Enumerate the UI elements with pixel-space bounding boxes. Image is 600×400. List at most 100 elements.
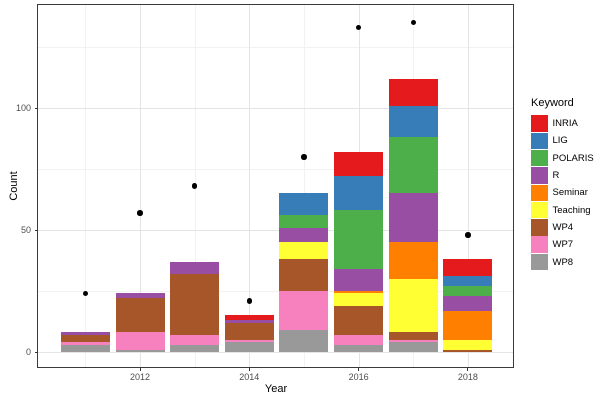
bar-segment-wp8-2013 (170, 344, 220, 352)
bar-segment-r-2017 (388, 193, 438, 243)
data-point-2011 (82, 290, 89, 297)
y-axis-title: Count (8, 171, 20, 201)
legend-item-polaris: POLARIS (531, 149, 594, 167)
bar-segment-r-2011 (60, 332, 110, 335)
major-gridline-horizontal (38, 230, 513, 231)
y-tick-mark (34, 351, 38, 353)
bar-segment-lig-2016 (334, 176, 384, 211)
bar-segment-teaching-2015 (279, 242, 329, 260)
bar-segment-wp4-2014 (224, 322, 274, 340)
bar-segment-lig-2017 (388, 105, 438, 138)
legend-item-seminar: Seminar (531, 184, 594, 202)
bar-segment-polaris-2018 (443, 286, 493, 296)
y-tick-label: 100 (15, 103, 31, 113)
bar-segment-wp8-2017 (388, 342, 438, 352)
legend-label-teaching: Teaching (552, 204, 591, 216)
legend-label-seminar: Seminar (552, 187, 588, 199)
bar-segment-wp4-2018 (443, 349, 493, 352)
legend-item-teaching: Teaching (531, 201, 594, 219)
major-gridline-horizontal (38, 352, 513, 353)
bar-segment-teaching-2017 (388, 278, 438, 333)
bar-segment-wp4-2017 (388, 332, 438, 340)
inria-color-swatch (531, 115, 548, 132)
legend-label-wp8: WP8 (552, 256, 574, 268)
legend-item-lig: LIG (531, 132, 594, 150)
data-point-2015 (301, 154, 307, 160)
legend-label-r: R (552, 170, 560, 182)
bar-segment-r-2016 (334, 269, 384, 291)
legend-item-wp4: WP4 (531, 219, 594, 236)
bar-segment-r-2018 (443, 295, 493, 311)
x-tick-label: 2018 (457, 372, 478, 382)
data-point-2014 (246, 298, 253, 304)
bar-segment-r-2013 (170, 261, 220, 274)
bar-segment-seminar-2018 (443, 310, 493, 340)
x-axis-title: Year (264, 383, 288, 395)
wp7-color-swatch (531, 236, 548, 253)
x-tick-label: 2016 (348, 372, 369, 382)
bar-segment-wp4-2011 (60, 334, 110, 343)
polaris-color-swatch (531, 149, 548, 167)
x-tick-label: 2012 (129, 372, 151, 382)
data-point-2012 (137, 210, 143, 216)
bar-segment-r-2014 (224, 320, 274, 323)
minor-gridline-horizontal (38, 291, 513, 292)
bar-segment-polaris-2017 (388, 137, 438, 194)
y-tick-mark (34, 107, 38, 109)
minor-gridline-horizontal (38, 47, 513, 48)
minor-gridline-horizontal (38, 169, 513, 170)
bar-segment-seminar-2016 (334, 291, 384, 294)
bar-segment-wp7-2016 (334, 334, 384, 345)
legend-item-wp7: WP7 (531, 236, 594, 253)
bar-segment-inria-2014 (224, 315, 274, 321)
data-point-2018 (465, 232, 471, 238)
wp4-color-swatch (531, 219, 548, 236)
bar-segment-polaris-2016 (334, 210, 384, 270)
y-tick-label: 0 (25, 347, 31, 357)
major-gridline-horizontal (38, 108, 513, 109)
x-tick-mark (358, 367, 360, 371)
bar-segment-wp7-2017 (388, 339, 438, 343)
bar-segment-inria-2016 (334, 151, 384, 177)
data-point-2016 (355, 24, 362, 31)
plot-panel (37, 4, 514, 368)
bar-segment-wp7-2011 (60, 342, 110, 345)
bar-segment-wp7-2012 (115, 332, 165, 350)
x-tick-label: 2014 (239, 372, 260, 382)
data-point-2013 (191, 183, 198, 189)
bar-segment-wp8-2016 (334, 344, 384, 352)
seminar-color-swatch (531, 184, 548, 202)
bar-segment-seminar-2017 (388, 242, 438, 279)
bar-segment-wp8-2015 (279, 330, 329, 352)
bar-segment-wp8-2011 (60, 344, 110, 352)
legend-label-lig: LIG (552, 135, 568, 147)
legend-label-inria: INRIA (552, 118, 578, 130)
major-gridline-vertical (249, 5, 251, 367)
bar-segment-inria-2018 (443, 259, 493, 277)
minor-gridline-vertical (85, 5, 87, 367)
bar-segment-wp4-2015 (279, 259, 329, 291)
bar-segment-wp8-2014 (224, 342, 274, 352)
legend: Keyword INRIA LIG POLARIS R Seminar Teaching W… (531, 97, 594, 271)
y-tick-label: 50 (20, 225, 31, 235)
y-tick-mark (34, 229, 38, 231)
bar-segment-wp7-2015 (279, 291, 329, 331)
bar-segment-teaching-2016 (334, 293, 384, 306)
bar-segment-inria-2017 (388, 78, 438, 106)
minor-gridline-vertical (303, 5, 305, 367)
major-gridline-vertical (140, 5, 141, 367)
major-gridline-vertical (467, 5, 469, 367)
bar-segment-teaching-2018 (443, 339, 493, 350)
bar-segment-lig-2018 (443, 276, 493, 287)
lig-color-swatch (531, 132, 548, 150)
r-color-swatch (531, 167, 548, 184)
bar-segment-wp7-2014 (224, 339, 274, 343)
bar-segment-wp4-2013 (170, 273, 220, 335)
legend-title: Keyword (531, 97, 574, 109)
x-tick-mark (248, 367, 250, 371)
bar-segment-r-2012 (115, 293, 165, 299)
x-tick-mark (139, 367, 141, 371)
legend-item-r: R (531, 167, 594, 184)
legend-item-inria: INRIA (531, 115, 594, 132)
